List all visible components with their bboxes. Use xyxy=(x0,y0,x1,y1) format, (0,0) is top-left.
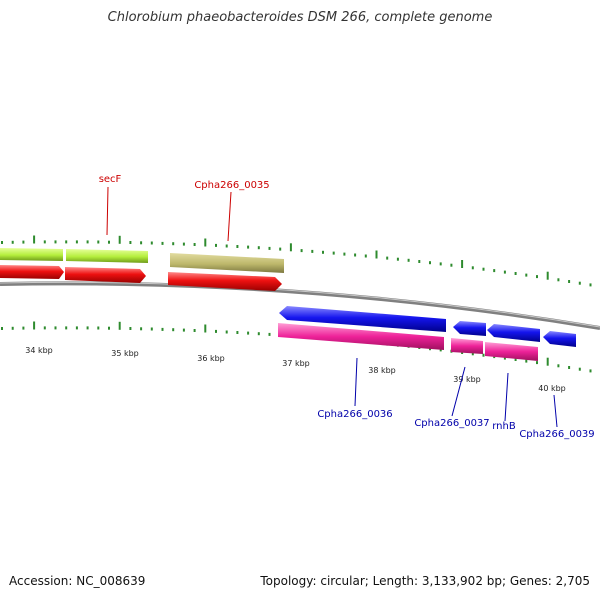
leader-line-rnhB xyxy=(504,372,509,422)
gene-arrow-red-2[interactable] xyxy=(65,267,146,283)
kbp-label: 37 kbp xyxy=(282,359,310,368)
gene-labels: secF Cpha266_0035 Cpha266_0036 Cpha266_0… xyxy=(99,174,595,440)
leader-line-secF xyxy=(106,186,109,236)
gene-arrow-blue-cpha266-0036[interactable] xyxy=(279,306,446,332)
genome-backbone-highlight xyxy=(0,281,600,328)
kbp-label: 38 kbp xyxy=(368,366,396,375)
gene-bar-pink-cpha266-0037[interactable] xyxy=(451,338,483,354)
gene-label-cpha266-0035[interactable]: Cpha266_0035 xyxy=(194,180,269,191)
gene-arrow-red-3[interactable] xyxy=(168,272,282,291)
leader-line-cpha266-0037 xyxy=(451,366,466,417)
gene-label-cpha266-0036[interactable]: Cpha266_0036 xyxy=(317,409,392,420)
gene-bar-green-1[interactable] xyxy=(0,248,63,261)
gene-arrow-red-1[interactable] xyxy=(0,265,64,279)
tick-marks-top xyxy=(1,235,592,287)
genome-backbone xyxy=(0,281,600,330)
kbp-label: 39 kbp xyxy=(453,375,481,384)
gene-label-cpha266-0039[interactable]: Cpha266_0039 xyxy=(519,429,594,440)
gene-track-outer xyxy=(0,248,284,273)
gene-label-cpha266-0037[interactable]: Cpha266_0037 xyxy=(414,418,489,429)
gene-arrow-blue-cpha266-0039[interactable] xyxy=(543,331,576,347)
kbp-label: 34 kbp xyxy=(25,346,53,355)
kbp-scale: 34 kbp 35 kbp 36 kbp 37 kbp 38 kbp 39 kb… xyxy=(25,346,566,393)
leader-line-cpha266-0036 xyxy=(354,357,358,407)
leader-line-cpha266-0039 xyxy=(553,394,558,428)
genome-summary-text: Topology: circular; Length: 3,133,902 bp… xyxy=(260,574,590,588)
gene-bar-green-2-secF[interactable] xyxy=(66,249,148,263)
accession-text: Accession: NC_008639 xyxy=(9,574,146,588)
map-title: Chlorobium phaeobacteroides DSM 266, com… xyxy=(107,10,493,25)
gene-track-reverse xyxy=(279,306,576,347)
gene-bar-pink-rnhB[interactable] xyxy=(485,342,538,361)
gene-label-secF[interactable]: secF xyxy=(99,174,122,185)
gene-label-rnhB[interactable]: rnhB xyxy=(492,421,516,432)
gene-bar-olive-cpha266-0035[interactable] xyxy=(170,253,284,273)
label-leaders xyxy=(106,186,558,428)
gene-bar-pink-cpha266-0036[interactable] xyxy=(278,323,444,350)
gene-arrow-blue-rnhB[interactable] xyxy=(487,324,540,342)
kbp-label: 40 kbp xyxy=(538,384,566,393)
gene-track-inner xyxy=(278,323,538,361)
kbp-label: 36 kbp xyxy=(197,354,225,363)
gene-arrow-blue-cpha266-0037[interactable] xyxy=(453,321,486,336)
gene-track-forward xyxy=(0,265,282,291)
kbp-label: 35 kbp xyxy=(111,349,139,358)
leader-line-cpha266-0035 xyxy=(227,191,232,242)
